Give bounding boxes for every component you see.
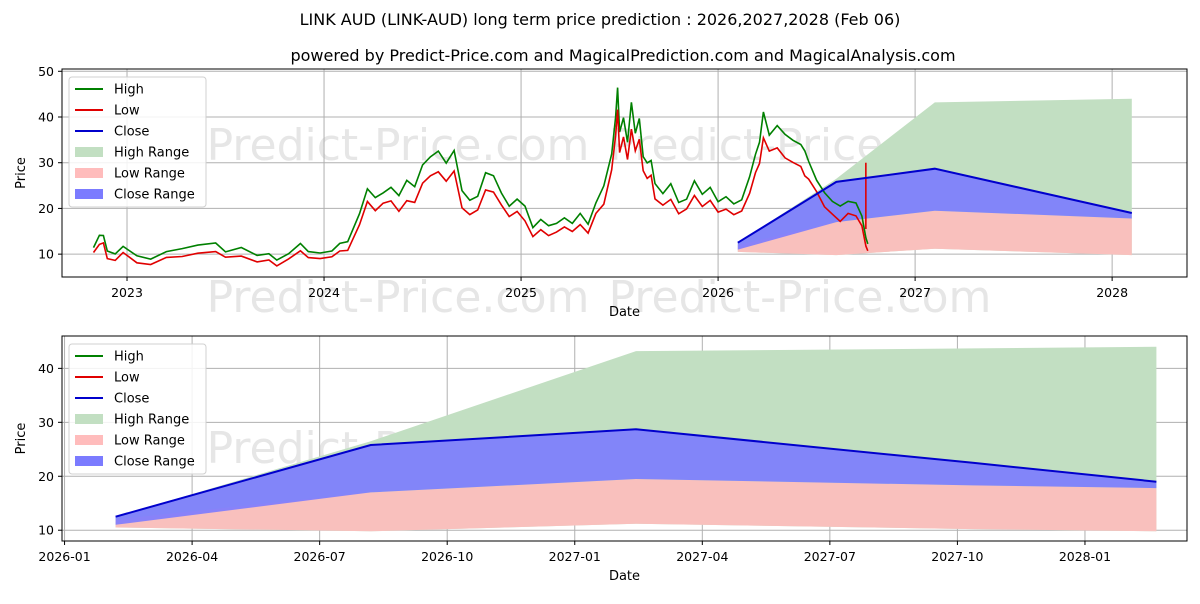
y-tick-label: 30 (38, 155, 54, 170)
watermark-text: Predict-Price.com (609, 272, 992, 323)
x-tick-label: 2027-04 (676, 549, 728, 564)
legend-swatch-close_range (75, 456, 103, 466)
y-tick-label: 10 (38, 523, 54, 538)
x-tick-label: 2026 (702, 285, 734, 300)
x-tick-label: 2023 (111, 285, 143, 300)
y-tick-label: 50 (38, 64, 54, 79)
y-axis-label: Price (14, 423, 29, 455)
legend-label-close_range: Close Range (114, 188, 195, 203)
x-tick-label: 2026-01 (38, 549, 90, 564)
y-tick-label: 40 (38, 361, 54, 376)
x-tick-label: 2026-07 (294, 549, 346, 564)
legend-label-close: Close (114, 392, 149, 407)
top-axes: Predict-Price.com Predict-Price.com Predic… (14, 64, 1188, 323)
low-line (92, 109, 869, 267)
legend: High Low Close High Range Low Range Close Ran… (68, 76, 207, 208)
legend-swatch-high_range (75, 147, 103, 157)
axes-frame (61, 68, 1188, 278)
low-range-band (115, 479, 1157, 532)
legend-swatch-high_range (75, 414, 103, 424)
low-range-band (737, 210, 1132, 256)
high-line (92, 87, 869, 262)
x-axis-label: Date (609, 569, 640, 584)
legend: High Low Close High Range Low Range Close Ran… (68, 343, 207, 475)
legend-label-low: Low (114, 371, 140, 386)
x-tick-label: 2026-04 (166, 549, 218, 564)
y-tick-label: 20 (38, 469, 54, 484)
watermark-text: Predict-Price.com (207, 272, 590, 323)
y-axis-label: Price (14, 157, 29, 189)
legend-label-close: Close (114, 125, 149, 140)
legend-label-low_range: Low Range (114, 167, 185, 182)
legend-label-close_range: Close Range (114, 455, 195, 470)
y-tick-label: 20 (38, 201, 54, 216)
legend-swatch-low_range (75, 168, 103, 178)
legend-swatch-close_range (75, 189, 103, 199)
chart-title: LINK AUD (LINK-AUD) long term price pred… (300, 10, 901, 29)
axes-frame (61, 335, 1188, 542)
legend-box (68, 76, 207, 208)
legend-label-low_range: Low Range (114, 434, 185, 449)
watermark-text: Predict-Price.com (207, 120, 590, 171)
x-tick-label: 2028-01 (1059, 549, 1111, 564)
x-tick-label: 2024 (308, 285, 340, 300)
x-tick-label: 2027-10 (931, 549, 983, 564)
legend-box (68, 343, 207, 475)
x-tick-label: 2025 (505, 285, 537, 300)
y-tick-label: 30 (38, 415, 54, 430)
y-tick-label: 10 (38, 247, 54, 262)
plot-area (115, 346, 1157, 532)
legend-label-low: Low (114, 104, 140, 119)
legend-label-high: High (114, 350, 144, 365)
x-tick-label: 2026-10 (421, 549, 473, 564)
close-range-band (115, 429, 1157, 525)
legend-label-high_range: High Range (114, 413, 189, 428)
close-line (737, 167, 1133, 244)
legend-label-high_range: High Range (114, 146, 189, 161)
close-range-band (737, 168, 1132, 250)
legend-swatch-low_range (75, 435, 103, 445)
x-tick-label: 2027-01 (549, 549, 601, 564)
x-tick-label: 2027 (899, 285, 931, 300)
plot-area (92, 87, 1133, 267)
x-tick-label: 2028 (1096, 285, 1128, 300)
x-axis-label: Date (609, 305, 640, 320)
bottom-axes: Predict-Price.comPredict-Price.com2026-0… (14, 335, 1188, 584)
close-line (115, 428, 1157, 518)
y-tick-label: 40 (38, 110, 54, 125)
chart-subtitle: powered by Predict-Price.com and Magical… (290, 46, 955, 65)
x-tick-label: 2027-07 (804, 549, 856, 564)
legend-label-high: High (114, 83, 144, 98)
